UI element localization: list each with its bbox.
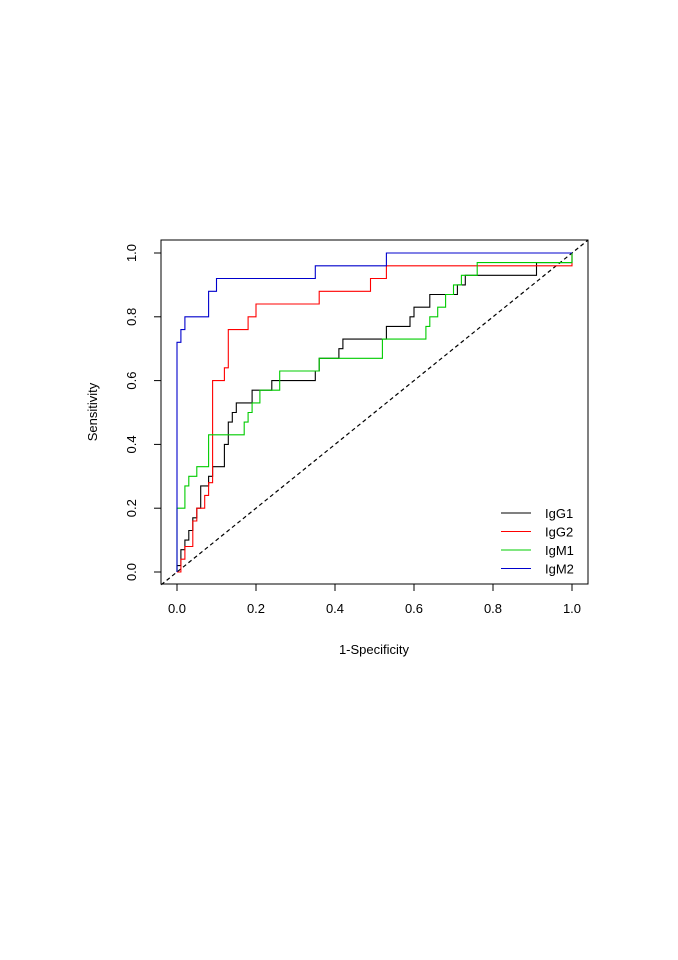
series-line-igg1 [176, 253, 573, 572]
x-tick-label: 0.8 [484, 601, 502, 616]
y-axis-title: Sensitivity [85, 382, 100, 441]
legend: IgG1 IgG2 IgM1 IgM2 [501, 506, 574, 577]
series-line-igm2 [176, 252, 572, 572]
series-line-igg2 [177, 253, 573, 573]
reference-diagonal-line [160, 239, 589, 586]
legend-label-igm1: IgM1 [545, 543, 574, 558]
series-layer [176, 252, 573, 573]
y-tick-label: 0.6 [124, 372, 139, 390]
y-tick-label: 1.0 [124, 244, 139, 262]
y-tick-label: 0.8 [124, 308, 139, 326]
legend-label-igg2: IgG2 [545, 525, 573, 540]
reference-line-layer [160, 239, 589, 586]
x-tick-label: 0.0 [168, 601, 186, 616]
x-axis-title: 1-Specificity [339, 642, 410, 657]
x-tick-label: 0.6 [405, 601, 423, 616]
series-line-igm1 [176, 253, 573, 572]
x-tick-label: 1.0 [563, 601, 581, 616]
y-tick-label: 0.0 [124, 563, 139, 581]
y-tick-label: 0.4 [124, 435, 139, 453]
legend-label-igg1: IgG1 [545, 506, 573, 521]
x-tick-label: 0.2 [247, 601, 265, 616]
y-axis: 0.0 0.2 0.4 0.6 0.8 1.0 [124, 244, 162, 581]
x-axis: 0.0 0.2 0.4 0.6 0.8 1.0 [168, 583, 581, 616]
legend-label-igm2: IgM2 [545, 562, 574, 577]
x-tick-label: 0.4 [326, 601, 344, 616]
y-tick-label: 0.2 [124, 499, 139, 517]
